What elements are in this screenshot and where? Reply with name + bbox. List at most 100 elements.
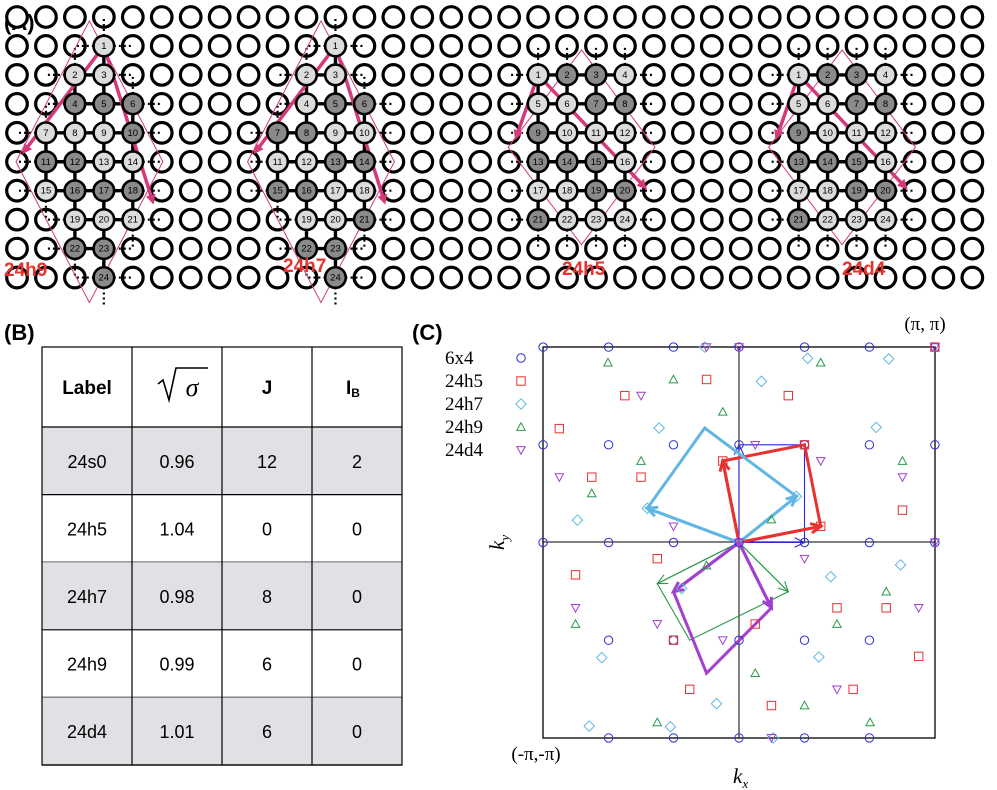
cluster-site <box>613 121 637 145</box>
cluster-site <box>34 121 58 145</box>
site-number: 15 <box>272 186 283 197</box>
cluster-site <box>92 265 116 290</box>
lattice-site-empty <box>728 207 753 232</box>
lattice-site-empty <box>468 149 493 174</box>
cluster-site <box>121 150 145 174</box>
table-cell: 0 <box>262 519 272 539</box>
data-point <box>733 343 745 353</box>
lattice-site-empty <box>236 5 261 29</box>
cluster-site <box>352 150 377 174</box>
lattice-site-empty <box>555 34 579 58</box>
cluster-site <box>873 121 898 145</box>
data-point <box>930 440 940 450</box>
data-point <box>815 357 826 367</box>
data-point <box>652 553 662 564</box>
data-point <box>929 343 940 353</box>
table-cell: 0 <box>352 587 362 607</box>
site-number: 22 <box>70 244 81 255</box>
site-number: 12 <box>70 157 81 168</box>
data-point <box>664 720 677 733</box>
lattice-site-empty <box>786 34 811 58</box>
site-number: 1 <box>101 41 106 52</box>
cluster-site <box>555 150 579 174</box>
scatter-markers <box>538 341 940 744</box>
table-cell: 1.01 <box>159 722 194 742</box>
site-number: 2 <box>72 70 77 81</box>
lattice-site-empty <box>931 207 956 232</box>
cluster-site <box>63 63 87 87</box>
data-point <box>653 422 666 434</box>
lattice-site-empty <box>62 265 87 290</box>
data-point <box>894 558 907 571</box>
reciprocal-vector <box>657 542 740 585</box>
cluster-site <box>844 179 869 203</box>
data-point <box>734 440 744 450</box>
data-point <box>570 570 581 580</box>
vector-arrowhead <box>644 505 659 518</box>
site-number: 16 <box>301 186 312 197</box>
cluster-site <box>815 121 840 145</box>
lattice-site-empty <box>207 5 232 29</box>
vector-arrowhead <box>656 574 669 585</box>
header-j: J <box>262 378 273 399</box>
header-label: Label <box>62 378 112 399</box>
lattice-site-empty <box>34 236 58 261</box>
cluster-site <box>815 92 840 116</box>
data-point <box>766 734 777 744</box>
data-point <box>864 440 875 450</box>
data-point <box>698 341 711 354</box>
site-number: 20 <box>880 186 891 197</box>
legend-marker <box>515 446 527 456</box>
lattice-site-empty <box>670 178 695 203</box>
cluster-site <box>121 121 145 145</box>
table-cell: 1.04 <box>159 519 194 539</box>
cluster-site <box>873 92 898 116</box>
cluster-site <box>873 150 898 174</box>
cluster-site <box>844 150 869 174</box>
lattice-site-empty <box>236 149 261 174</box>
lattice-site-empty <box>5 34 29 58</box>
data-point <box>538 342 548 352</box>
panel-c-label: (C) <box>412 320 443 345</box>
corner-label-bottom: (-π,-π) <box>511 744 560 765</box>
cluster-site <box>613 208 637 232</box>
data-point <box>620 390 630 401</box>
site-number: 6 <box>130 99 135 110</box>
lattice-site-empty <box>381 178 406 203</box>
data-point <box>767 731 780 744</box>
reciprocal-vector <box>738 524 822 544</box>
data-point <box>635 455 647 465</box>
cluster-site <box>265 179 290 203</box>
lattice-site-empty <box>410 34 435 58</box>
lattice-site-empty <box>178 207 203 232</box>
site-number: 8 <box>883 99 888 110</box>
cluster-site <box>873 63 898 87</box>
table-cell: 0 <box>352 655 362 675</box>
lattice-site-empty <box>410 149 435 174</box>
lattice-site-empty <box>178 236 203 261</box>
lattice-site-empty <box>120 5 145 29</box>
site-number: 8 <box>304 128 309 139</box>
lattice-site-empty <box>497 34 522 58</box>
lattice-site-empty <box>526 5 550 29</box>
legend-item: 24h7 <box>445 394 527 415</box>
data-point <box>603 635 614 645</box>
lattice-site-empty <box>265 34 290 58</box>
cluster-site <box>265 150 290 174</box>
data-point <box>824 570 837 583</box>
site-number: 22 <box>562 215 573 226</box>
lattice-site-empty <box>873 265 898 290</box>
cluster-label-24h7: 24h7 <box>283 256 326 277</box>
cluster-site <box>584 63 608 87</box>
lattice-site-empty <box>381 236 406 261</box>
lattice-site-empty <box>294 5 319 29</box>
reciprocal-vector <box>738 495 798 544</box>
lattice-site-empty <box>497 265 522 290</box>
cluster-label-24h9: 24h9 <box>4 260 47 281</box>
data-point <box>831 685 843 695</box>
lattice-site-empty <box>468 178 493 203</box>
cluster-site <box>323 34 348 58</box>
lattice-site-empty <box>149 207 174 232</box>
lattice-site-empty <box>439 120 464 145</box>
lattice-site-empty <box>526 265 550 290</box>
